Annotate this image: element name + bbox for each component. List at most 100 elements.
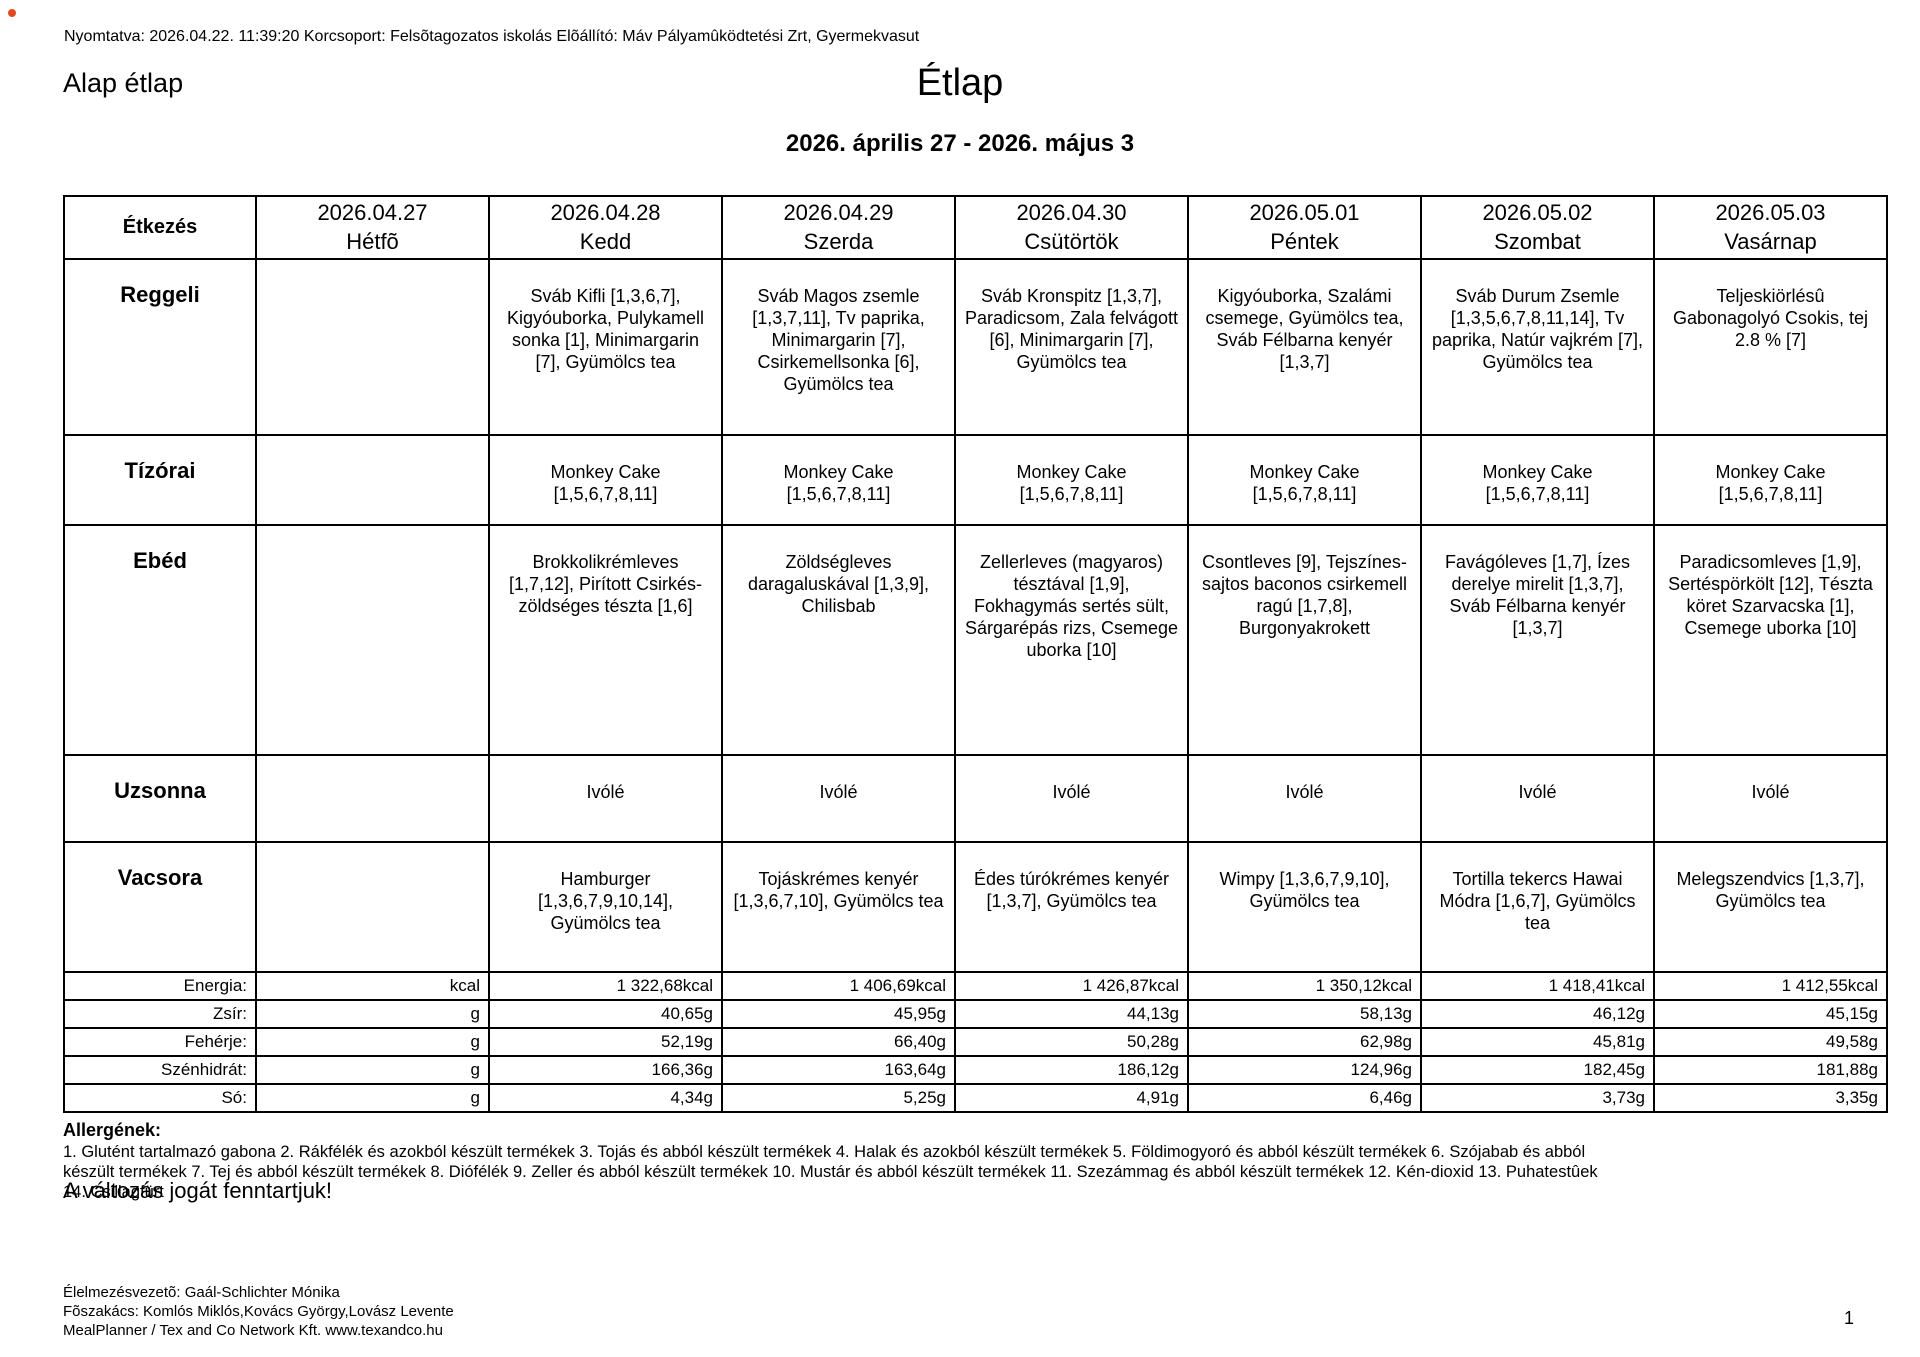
nutrient-value-energia-szerda: 1 406,69kcal (721, 971, 956, 1002)
allergen-line: 1. Glutént tartalmazó gabona 2. Rákfélék… (63, 1142, 1586, 1161)
nutrient-value-zsír-szombat: 46,12g (1420, 999, 1655, 1030)
footer-section: Élelmezésvezetõ: Gaál-Schlichter Mónika … (63, 1283, 454, 1340)
day-header-szerda: 2026.04.29 Szerda (721, 194, 956, 261)
nutrient-label: Só: (63, 1083, 257, 1114)
nutrient-unit: g (255, 1027, 490, 1058)
meal-row-uzsonna: Uzsonna Ivólé Ivólé Ivólé Ivólé Ivólé Ivólé (63, 754, 1888, 844)
meal-cell-ebéd-szombat: Favágóleves [1,7], Ízes derelye mirelit … (1420, 524, 1655, 757)
footer-software-credit: MealPlanner / Tex and Co Network Kft. ww… (63, 1322, 443, 1340)
nutrient-unit: g (255, 1083, 490, 1114)
meal-row-label: Reggeli (63, 258, 257, 437)
print-meta-line: Nyomtatva: 2026.04.22. 11:39:20 Korcsopo… (64, 28, 920, 45)
nutrient-label: Zsír: (63, 999, 257, 1030)
nutrient-value-energia-csütörtök: 1 426,87kcal (954, 971, 1189, 1002)
nutrient-label: Energia: (63, 971, 257, 1002)
nutrient-value-szénhidrát-szombat: 182,45g (1420, 1055, 1655, 1086)
day-name: Szerda (803, 228, 874, 254)
meal-cell-vacsora-csütörtök: Édes túrókrémes kenyér [1,3,7], Gyümölcs… (954, 841, 1189, 974)
nutrient-row-fehérje: Fehérje: g 52,19g 66,40g 50,28g 62,98g 45,81g 4… (63, 1027, 1888, 1058)
meal-cell-uzsonna-vasárnap: Ivólé (1653, 754, 1888, 844)
meal-cell-reggeli-vasárnap: Teljeskiörlésû Gabonagolyó Csokis, tej 2… (1653, 258, 1888, 437)
allergen-line: készült termékek 7. Tej és abból készült… (63, 1162, 1598, 1181)
nutrient-value-energia-szombat: 1 418,41kcal (1420, 971, 1655, 1002)
nutrient-unit: kcal (255, 971, 490, 1002)
day-name: Péntek (1270, 228, 1339, 254)
day-date: 2026.04.30 (1016, 200, 1127, 225)
nutrient-value-fehérje-vasárnap: 49,58g (1653, 1027, 1888, 1058)
meal-row-label: Uzsonna (63, 754, 257, 844)
allergen-line: 14. Csillagfürt (63, 1182, 164, 1201)
nutrient-unit: g (255, 999, 490, 1030)
menu-type-title: Alap étlap (63, 68, 184, 98)
meal-cell-tízórai-péntek: Monkey Cake [1,5,6,7,8,11] (1187, 434, 1422, 527)
meal-cell-ebéd-péntek: Csontleves [9], Tejszínes-sajtos baconos… (1187, 524, 1422, 757)
day-date: 2026.04.29 (783, 200, 894, 225)
meal-row-label: Ebéd (63, 524, 257, 757)
nutrient-row-zsír: Zsír: g 40,65g 45,95g 44,13g 58,13g 46,12g 45,1… (63, 999, 1888, 1030)
meal-cell-ebéd-hétfõ (255, 524, 490, 757)
nutrient-value-zsír-péntek: 58,13g (1187, 999, 1422, 1030)
nutrient-value-fehérje-szombat: 45,81g (1420, 1027, 1655, 1058)
day-header-kedd: 2026.04.28 Kedd (488, 194, 723, 261)
nutrient-value-só-kedd: 4,34g (488, 1083, 723, 1114)
meal-cell-uzsonna-kedd: Ivólé (488, 754, 723, 844)
nutrient-value-szénhidrát-szerda: 163,64g (721, 1055, 956, 1086)
nutrient-unit: g (255, 1055, 490, 1086)
nutrient-value-energia-kedd: 1 322,68kcal (488, 971, 723, 1002)
allergens-section: Allergének: 1. Glutént tartalmazó gabona… (63, 1120, 1598, 1216)
day-date: 2026.05.02 (1482, 200, 1593, 225)
nutrient-value-zsír-vasárnap: 45,15g (1653, 999, 1888, 1030)
disclaimer-text: A változás jogát fenntartjuk! (63, 1177, 333, 1203)
nutrient-label: Szénhidrát: (63, 1055, 257, 1086)
nutrient-value-szénhidrát-vasárnap: 181,88g (1653, 1055, 1888, 1086)
page-title: Étlap (916, 62, 1004, 104)
day-header-péntek: 2026.05.01 Péntek (1187, 194, 1422, 261)
meal-row-label: Vacsora (63, 841, 257, 974)
nutrient-row-só: Só: g 4,34g 5,25g 4,91g 6,46g 3,73g 3,35g (63, 1083, 1888, 1114)
meal-cell-tízórai-hétfõ (255, 434, 490, 527)
day-header-csütörtök: 2026.04.30 Csütörtök (954, 194, 1189, 261)
meal-cell-reggeli-szerda: Sváb Magos zsemle [1,3,7,11], Tv paprika… (721, 258, 956, 437)
meal-cell-uzsonna-csütörtök: Ivólé (954, 754, 1189, 844)
footer-head-chef: Fõszakács: Komlós Miklós,Kovács György,L… (63, 1303, 454, 1321)
meal-cell-vacsora-hétfõ (255, 841, 490, 974)
nutrient-value-só-vasárnap: 3,35g (1653, 1083, 1888, 1114)
meal-cell-tízórai-csütörtök: Monkey Cake [1,5,6,7,8,11] (954, 434, 1189, 527)
day-name: Kedd (579, 228, 632, 254)
day-name: Hétfõ (346, 228, 399, 254)
meal-cell-ebéd-szerda: Zöldségleves daragaluskával [1,3,9], Chi… (721, 524, 956, 757)
meal-row-label: Tízórai (63, 434, 257, 527)
meal-cell-vacsora-kedd: Hamburger [1,3,6,7,9,10,14], Gyümölcs te… (488, 841, 723, 974)
allergen-last-line-wrap: 14. Csillagfürt A változás jogát fenntart… (63, 1178, 1463, 1216)
allergens-title: Allergének: (63, 1120, 162, 1140)
meal-cell-tízórai-vasárnap: Monkey Cake [1,5,6,7,8,11] (1653, 434, 1888, 527)
nutrient-value-fehérje-péntek: 62,98g (1187, 1027, 1422, 1058)
nutrient-row-energia: Energia: kcal 1 322,68kcal 1 406,69kcal 1 42… (63, 971, 1888, 1002)
day-header-szombat: 2026.05.02 Szombat (1420, 194, 1655, 261)
day-date: 2026.05.01 (1249, 200, 1360, 225)
meal-cell-uzsonna-szerda: Ivólé (721, 754, 956, 844)
week-date-range: 2026. április 27 - 2026. május 3 (785, 130, 1135, 157)
day-date: 2026.05.03 (1715, 200, 1826, 225)
meal-cell-reggeli-szombat: Sváb Durum Zsemle [1,3,5,6,7,8,11,14], T… (1420, 258, 1655, 437)
meal-cell-ebéd-kedd: Brokkolikrémleves [1,7,12], Pirított Csi… (488, 524, 723, 757)
page-number: 1 (1843, 1308, 1854, 1328)
day-name: Vasárnap (1724, 228, 1817, 254)
nutrient-row-szénhidrát: Szénhidrát: g 166,36g 163,64g 186,12g 124,96g… (63, 1055, 1888, 1086)
meal-cell-tízórai-kedd: Monkey Cake [1,5,6,7,8,11] (488, 434, 723, 527)
day-name: Szombat (1494, 228, 1581, 254)
day-header-hétfõ: 2026.04.27 Hétfõ (255, 194, 490, 261)
meal-cell-reggeli-péntek: Kigyóuborka, Szalámi csemege, Gyümölcs t… (1187, 258, 1422, 437)
nutrient-value-só-szerda: 5,25g (721, 1083, 956, 1114)
meal-column-header: Étkezés (63, 194, 257, 261)
footer-food-manager: Élelmezésvezetõ: Gaál-Schlichter Mónika (63, 1284, 340, 1301)
meal-row-vacsora: Vacsora Hamburger [1,3,6,7,9,10,14], Gyüm… (63, 841, 1888, 974)
meal-cell-vacsora-péntek: Wimpy [1,3,6,7,9,10], Gyümölcs tea (1187, 841, 1422, 974)
red-dot-marker (8, 9, 16, 17)
meal-row-reggeli: Reggeli Sváb Kifli [1,3,6,7], Kigyóuborka… (63, 258, 1888, 437)
meal-cell-tízórai-szombat: Monkey Cake [1,5,6,7,8,11] (1420, 434, 1655, 527)
nutrient-value-zsír-kedd: 40,65g (488, 999, 723, 1030)
nutrient-value-energia-péntek: 1 350,12kcal (1187, 971, 1422, 1002)
nutrient-value-szénhidrát-péntek: 124,96g (1187, 1055, 1422, 1086)
nutrient-value-só-péntek: 6,46g (1187, 1083, 1422, 1114)
